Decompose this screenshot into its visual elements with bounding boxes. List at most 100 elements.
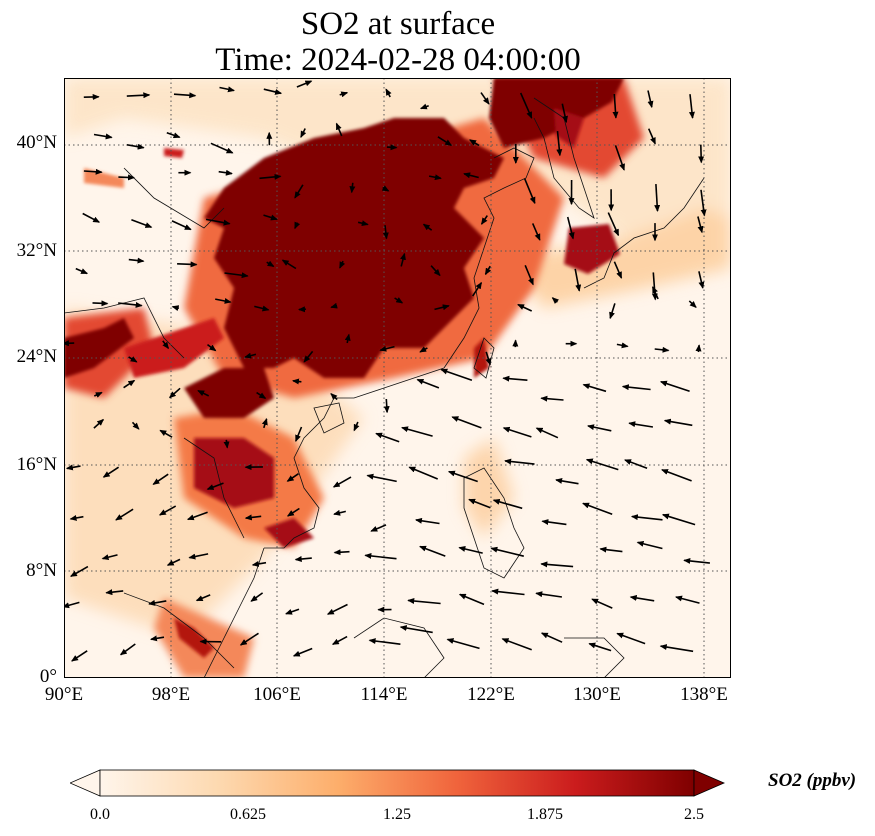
wind-arrow <box>614 145 625 171</box>
wind-arrow <box>379 345 395 352</box>
wind-arrow <box>607 212 620 237</box>
wind-arrow <box>131 219 153 228</box>
wind-arrow <box>540 395 564 402</box>
wind-arrow <box>93 418 105 429</box>
wind-arrow <box>339 91 349 98</box>
wind-arrow <box>250 592 264 602</box>
wind-arrow <box>118 301 143 308</box>
wind-arrow <box>123 379 136 389</box>
wind-arrow <box>616 632 646 645</box>
wind-arrow <box>551 297 559 305</box>
wind-arrow <box>385 88 392 98</box>
wind-arrow <box>628 421 654 428</box>
wind-arrow <box>256 391 267 399</box>
wind-arrow <box>698 271 705 289</box>
wind-arrow <box>535 427 559 439</box>
wind-arrow <box>651 272 658 301</box>
wind-arrow <box>517 303 533 312</box>
wind-arrow <box>254 305 270 312</box>
lat-tick-label: 40°N <box>16 132 57 153</box>
wind-arrow <box>480 215 488 225</box>
wind-arrow <box>491 588 525 596</box>
wind-arrow <box>93 391 103 398</box>
wind-arrow <box>647 90 654 109</box>
wind-arrow <box>540 632 563 643</box>
wind-arrow <box>419 545 446 557</box>
wind-arrow <box>224 272 249 279</box>
wind-arrow <box>612 93 619 119</box>
colorbar-tick-label: 1.875 <box>527 806 563 823</box>
colorbar-label: SO2 (ppbv) <box>768 770 857 791</box>
wind-arrow <box>294 556 312 563</box>
wind-arrow <box>177 261 198 268</box>
wind-arrow <box>251 560 267 567</box>
wind-arrow <box>647 128 656 145</box>
wind-arrow <box>629 594 655 602</box>
wind-arrow <box>587 424 612 432</box>
wind-arrow <box>654 184 661 212</box>
wind-arrow <box>171 305 180 312</box>
colorbar-tick-label: 1.25 <box>383 806 411 823</box>
wind-arrow <box>158 505 177 516</box>
wind-arrow <box>490 546 524 557</box>
wind-arrow <box>651 286 659 300</box>
wind-arrow <box>695 344 702 353</box>
wind-arrow <box>502 375 528 382</box>
wind-arrow <box>416 378 440 389</box>
wind-arrow <box>386 144 398 151</box>
lon-tick-label: 130°E <box>573 684 621 705</box>
wind-arrow <box>519 92 533 119</box>
wind-arrow <box>697 216 704 234</box>
wind-arrow <box>168 387 181 399</box>
wind-arrow <box>292 647 313 657</box>
wind-arrow <box>207 343 217 352</box>
wind-arrow <box>339 260 346 269</box>
wind-arrow <box>523 178 536 205</box>
wind-arrow <box>364 552 397 560</box>
wind-arrow <box>574 268 582 292</box>
wind-arrow <box>437 136 453 146</box>
wind-arrow <box>105 589 124 596</box>
lon-tick-label: 122°E <box>467 684 515 705</box>
wind-arrow <box>366 473 397 483</box>
wind-arrow <box>698 144 705 164</box>
wind-arrow <box>440 368 473 382</box>
colorbar-min-extend <box>70 769 101 797</box>
wind-arrow <box>480 92 490 105</box>
wind-arrow <box>381 185 390 192</box>
wind-arrow <box>400 252 406 267</box>
wind-arrow <box>101 554 118 561</box>
lon-tick-label: 106°E <box>253 684 301 705</box>
wind-arrow <box>501 638 532 651</box>
colorbar-body <box>99 769 695 797</box>
wind-arrow <box>292 378 302 385</box>
wind-arrow <box>128 356 138 363</box>
wind-arrow <box>294 184 304 199</box>
wind-arrow <box>215 298 232 304</box>
lon-tick-label: 114°E <box>360 684 408 705</box>
wind-arrow <box>399 625 433 634</box>
wind-arrow <box>75 267 89 275</box>
lat-tick-label: 16°N <box>16 454 57 475</box>
wind-arrow <box>92 300 109 307</box>
wind-arrow <box>419 346 428 353</box>
wind-arrow <box>244 514 262 521</box>
wind-arrow <box>609 303 616 320</box>
wind-arrow <box>285 608 300 615</box>
wind-arrow <box>540 561 574 568</box>
wind-arrow <box>663 418 693 427</box>
wind-arrow <box>458 546 483 554</box>
wind-arrow <box>223 439 230 449</box>
wind-arrow <box>561 103 568 124</box>
wind-arrow <box>296 80 313 88</box>
wind-arrow <box>599 546 623 553</box>
wind-arrow <box>588 642 612 652</box>
wind-arrow <box>700 189 707 217</box>
wind-arrow <box>430 265 441 277</box>
wind-arrow <box>524 264 534 286</box>
wind-arrow <box>263 214 278 221</box>
wind-arrow <box>286 473 299 482</box>
wind-arrow <box>659 380 690 393</box>
wind-arrow <box>152 473 169 485</box>
wind-arrow <box>502 426 532 438</box>
